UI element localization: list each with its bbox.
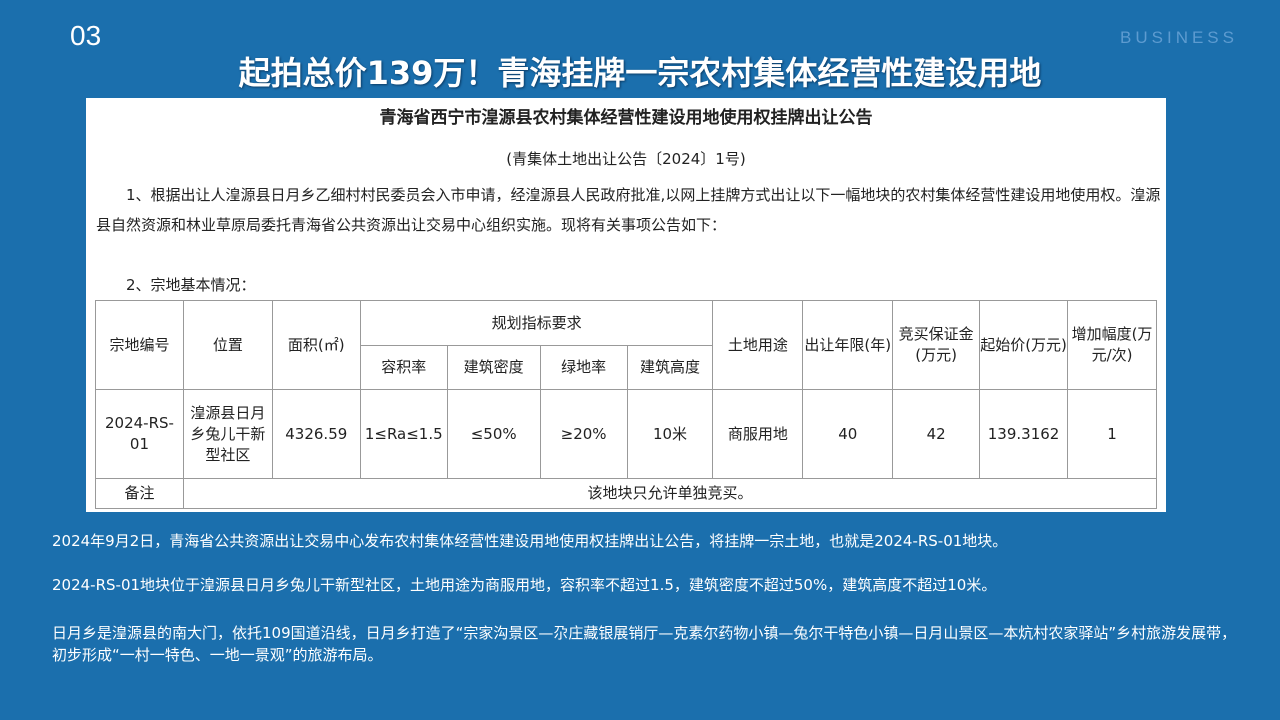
th: 位置 — [182, 300, 273, 390]
doc-heading: 青海省西宁市湟源县农村集体经营性建设用地使用权挂牌出让公告 — [379, 108, 873, 128]
doc-para1: 1、根据出让人湟源县日月乡乙细村村民委员会入市申请，经湟源县人民政府批准,以网上… — [96, 186, 1161, 234]
table-row: 2024-RS-01 湟源县日月乡兔儿干新型社区 4326.59 1≤Ra≤1.… — [95, 389, 1157, 479]
cell: 商服用地 — [712, 389, 804, 479]
slide-number: 03 — [70, 20, 102, 51]
slide-title: 起拍总价139万！青海挂牌一宗农村集体经营性建设用地 — [238, 54, 1042, 92]
land-table: 宗地编号 位置 面积(㎡) 规划指标要求 土地用途 出让年限(年) 竞买保证金(… — [95, 300, 1158, 509]
cell: 139.3162 — [979, 389, 1069, 479]
th: 起始价(万元) — [979, 300, 1069, 390]
th: 土地用途 — [712, 300, 804, 390]
remark: 该地块只允许单独竞买。 — [182, 478, 1158, 509]
cell: 湟源县日月乡兔儿干新型社区 — [182, 389, 273, 479]
th: 规划指标要求 — [359, 300, 714, 346]
announcement-image: 青海省西宁市湟源县农村集体经营性建设用地使用权挂牌出让公告 (青集体土地出让公告… — [86, 98, 1166, 512]
remark-label: 备注 — [95, 478, 184, 509]
doc-subheading: (青集体土地出让公告〔2024〕1号) — [506, 150, 746, 168]
cell: ≤50% — [446, 389, 541, 479]
body-para-2: 2024-RS-01地块位于湟源县日月乡兔儿干新型社区，土地用途为商服用地，容积… — [52, 576, 997, 594]
cell: 1 — [1067, 389, 1157, 479]
slide-tag: BUSINESS — [1120, 28, 1238, 47]
body-para-3: 日月乡是湟源县的南大门，依托109国道沿线，日月乡打造了“宗家沟景区—尕庄藏银展… — [52, 624, 1237, 664]
th: 竞买保证金(万元) — [892, 300, 981, 390]
th: 面积(㎡) — [271, 300, 361, 390]
cell: 1≤Ra≤1.5 — [359, 389, 448, 479]
doc-para2: 2、宗地基本情况： — [96, 276, 256, 294]
body-para-1: 2024年9月2日，青海省公共资源出让交易中心发布农村集体经营性建设用地使用权挂… — [52, 532, 1008, 550]
th: 增加幅度(万元/次) — [1067, 300, 1157, 390]
cell: 2024-RS-01 — [95, 389, 184, 479]
th: 绿地率 — [539, 345, 628, 390]
th: 出让年限(年) — [802, 300, 894, 390]
cell: 4326.59 — [271, 389, 361, 479]
cell: 42 — [892, 389, 981, 479]
th: 宗地编号 — [95, 300, 184, 390]
th: 建筑密度 — [446, 345, 541, 390]
th: 容积率 — [359, 345, 448, 390]
cell: ≥20% — [539, 389, 628, 479]
cell: 40 — [802, 389, 894, 479]
th: 建筑高度 — [626, 345, 714, 390]
cell: 10米 — [626, 389, 714, 479]
